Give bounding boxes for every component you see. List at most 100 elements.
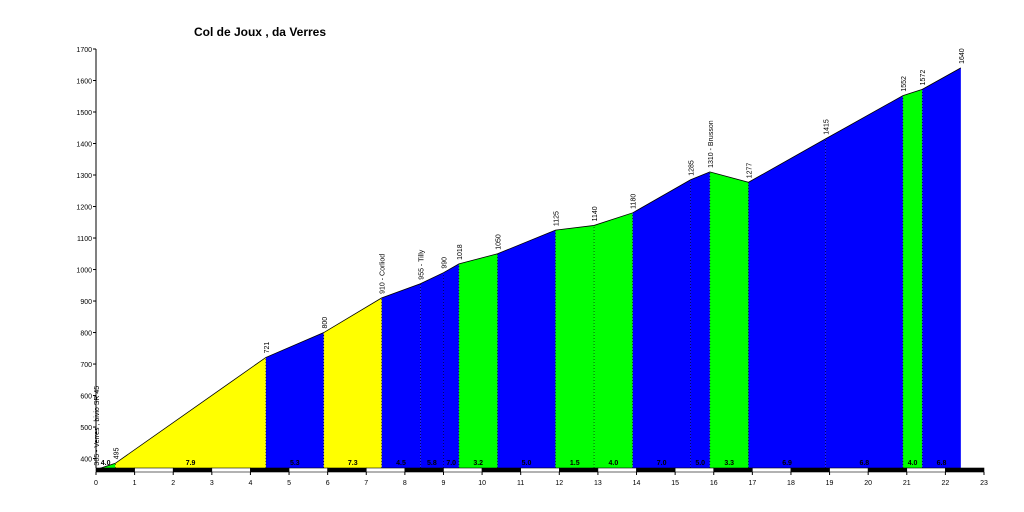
distance-bar-block-18	[790, 467, 830, 473]
slope-label-9: 1.5	[570, 460, 580, 467]
x-tick-label-11: 11	[517, 480, 524, 487]
y-tick-label-1200: 1200	[76, 205, 92, 212]
segment-5	[420, 272, 444, 468]
distance-bar-block-13	[597, 467, 637, 473]
x-tick-label-9: 9	[442, 480, 446, 487]
x-tick-label-21: 21	[903, 480, 911, 487]
x-tick-label-14: 14	[633, 480, 641, 487]
dividers-layer	[115, 89, 923, 468]
point-label-6: 990	[441, 257, 448, 269]
distance-bar-block-1	[134, 467, 174, 473]
point-label-11: 1180	[631, 194, 638, 209]
y-tick-label-400: 400	[80, 457, 92, 464]
x-tick-label-15: 15	[671, 480, 679, 487]
y-tick-label-1600: 1600	[76, 79, 92, 86]
slope-label-4: 4.5	[396, 460, 406, 467]
segment-10	[594, 212, 633, 468]
slope-label-2: 5.3	[290, 460, 300, 467]
point-label-3: 800	[322, 317, 329, 329]
distance-bar-block-9	[443, 467, 483, 473]
slope-label-7: 3.2	[473, 460, 483, 467]
slope-label-10: 4.0	[608, 460, 618, 467]
segment-2	[265, 332, 324, 468]
y-tick-label-800: 800	[80, 331, 92, 338]
distance-bar-block-5	[288, 467, 328, 473]
x-tick-label-12: 12	[555, 480, 563, 487]
y-tick-label-500: 500	[80, 425, 92, 432]
y-tick-label-1500: 1500	[76, 110, 92, 117]
segment-1	[115, 357, 266, 468]
x-tick-label-10: 10	[478, 480, 486, 487]
x-tick-label-18: 18	[787, 480, 795, 487]
segment-17	[922, 67, 961, 468]
x-tick-label-5: 5	[287, 480, 291, 487]
distance-bar-block-3	[211, 467, 251, 473]
x-tick-label-16: 16	[710, 480, 718, 487]
slope-label-17: 6.8	[937, 460, 947, 467]
point-label-0: 365 - Verres , bivio SR 45	[94, 386, 101, 466]
chart-title: Col de Joux , da Verres	[194, 25, 326, 39]
slope-label-15: 6.8	[859, 460, 869, 467]
distance-bar-block-21	[906, 467, 946, 473]
y-tick-label-700: 700	[80, 362, 92, 369]
segment-15	[825, 95, 903, 469]
segment-3	[323, 297, 382, 468]
y-tick-label-1300: 1300	[76, 173, 92, 180]
distance-bar-block-4	[250, 467, 290, 473]
slope-label-12: 5.0	[695, 460, 705, 467]
y-tick-label-1000: 1000	[76, 268, 92, 275]
x-tick-label-1: 1	[133, 480, 137, 487]
distance-bar-block-19	[829, 467, 869, 473]
distance-bar-block-20	[867, 467, 908, 473]
distance-bar-block-14	[636, 467, 676, 473]
slope-label-8: 5.0	[522, 460, 532, 467]
point-label-5: 955 - Tilly	[418, 249, 425, 279]
x-tick-label-13: 13	[594, 480, 602, 487]
x-tick-label-2: 2	[171, 480, 175, 487]
distance-bar-block-16	[713, 467, 753, 473]
point-labels-layer: 365 - Verres , bivio SR 45 495 721 800 910 -…	[94, 48, 966, 465]
slope-label-1: 7.9	[186, 460, 196, 467]
point-label-13: 1310 - Brusson	[708, 120, 715, 168]
x-tick-label-17: 17	[748, 480, 756, 487]
x-tick-label-23: 23	[980, 480, 988, 487]
x-tick-label-4: 4	[248, 480, 252, 487]
x-tick-label-6: 6	[326, 480, 330, 487]
segments-layer	[95, 67, 962, 470]
distance-bar-block-0	[95, 467, 135, 473]
segment-11	[632, 179, 691, 468]
x-tick-label-22: 22	[941, 480, 949, 487]
slope-label-5: 5.8	[427, 460, 437, 467]
distance-bar-block-7	[365, 467, 406, 473]
point-label-14: 1277	[746, 163, 753, 179]
distance-bar-block-10	[481, 467, 521, 473]
segment-16	[902, 89, 923, 468]
point-label-2: 721	[264, 342, 271, 354]
slope-label-11: 7.0	[657, 460, 667, 467]
x-tick-label-20: 20	[864, 480, 872, 487]
x-tick-label-7: 7	[364, 480, 368, 487]
point-label-4: 910 - Corliod	[380, 254, 387, 294]
y-tick-label-900: 900	[80, 299, 92, 306]
segment-8	[497, 230, 556, 468]
segment-14	[748, 138, 826, 469]
y-tick-label-1400: 1400	[76, 142, 92, 149]
point-label-12: 1285	[689, 160, 696, 176]
slope-labels-layer: 4.0 7.9 5.3 7.3 4.5 5.8 7.0 3.2 5.0 1.5 4.0 7.0 5.0 3…	[101, 460, 947, 467]
point-label-9: 1125	[553, 211, 560, 226]
distance-bar-block-17	[752, 467, 792, 473]
distance-bar-block-8	[404, 467, 444, 473]
point-label-16: 1552	[901, 76, 908, 92]
x-tick-label-8: 8	[403, 480, 407, 487]
slope-label-6: 7.0	[446, 460, 456, 467]
slope-label-13: 3.3	[724, 460, 734, 467]
x-tick-label-0: 0	[94, 480, 98, 487]
segment-6	[443, 263, 459, 468]
distance-bar-block-2	[172, 467, 213, 473]
distance-bar-block-12	[559, 467, 599, 473]
segment-9	[555, 225, 595, 468]
point-label-10: 1140	[592, 206, 599, 221]
point-label-18: 1640	[959, 48, 966, 64]
point-label-15: 1415	[824, 119, 831, 135]
